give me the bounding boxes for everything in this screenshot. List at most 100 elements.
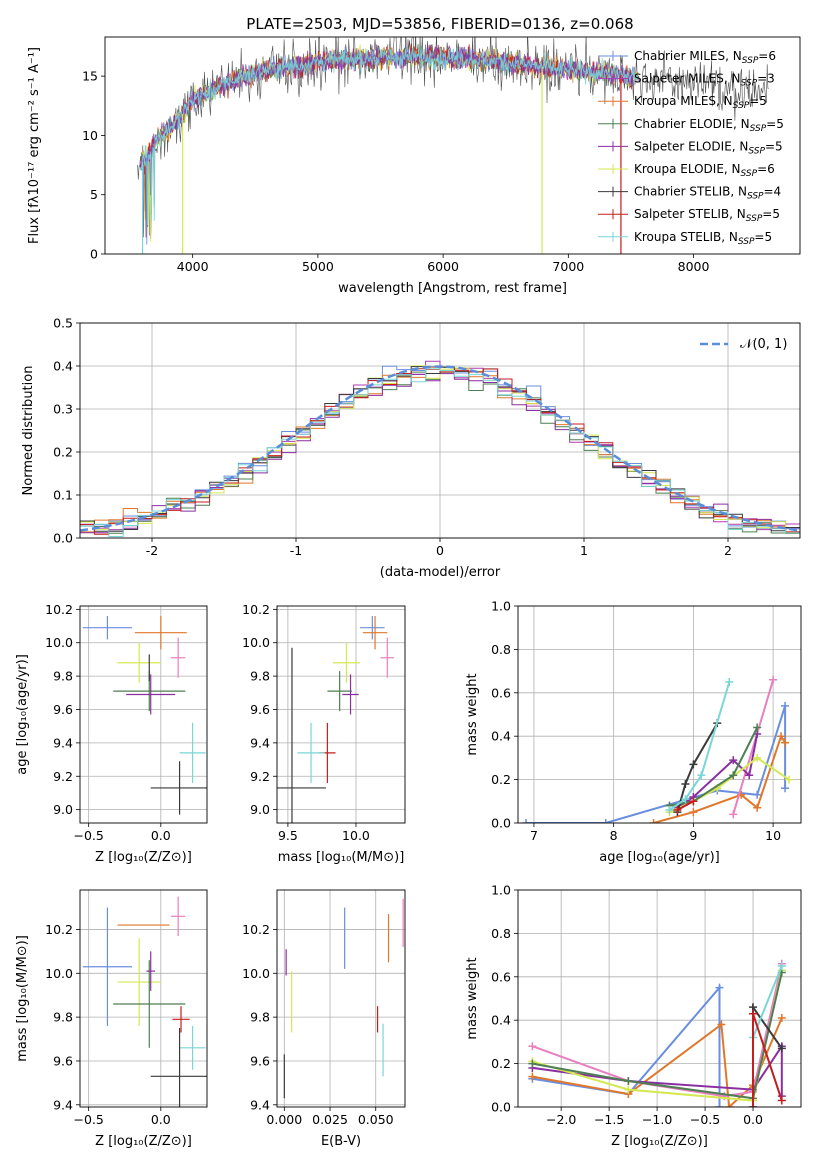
x-tick-label: 0.000 xyxy=(266,1112,302,1127)
axes-frame xyxy=(517,889,802,1108)
plot-area xyxy=(80,360,800,537)
axes-frame xyxy=(104,36,801,255)
weight-marker xyxy=(697,771,706,780)
weight-marker xyxy=(785,775,794,784)
x-tick-label: −1.0 xyxy=(642,1112,672,1127)
legend-value: =3 xyxy=(757,72,775,86)
legend-value: =5 xyxy=(754,230,772,244)
x-tick-label: 0.0 xyxy=(151,1112,171,1127)
y-axis-label: mass [log₁₀(M/M⊙)] xyxy=(15,935,30,1062)
data-point xyxy=(126,674,176,715)
x-tick-label: 6000 xyxy=(427,259,459,274)
weight-line xyxy=(676,800,694,811)
axes-frame xyxy=(79,889,208,1108)
x-axis-label: Z [log₁₀(Z/Z⊙)] xyxy=(95,1134,192,1149)
legend-sub: SSP xyxy=(741,79,758,89)
weight-series-kroupa_stelib xyxy=(665,677,734,814)
y-tick-label: 10 xyxy=(82,128,98,143)
weight-marker xyxy=(528,1072,537,1081)
y-tick-label: 0.5 xyxy=(53,316,73,331)
panel-mass_vs_ebv: 0.000 0.025 0.050 9.4 9.6 9.8 10.0 10.2 E(B-V) xyxy=(242,889,406,1149)
data-point xyxy=(117,642,161,683)
y-tick-label: 9.0 xyxy=(250,802,270,817)
plot-area xyxy=(528,959,786,1107)
y-tick-label: 9.8 xyxy=(250,1010,270,1025)
x-tick-label: 0.0 xyxy=(743,1112,763,1127)
y-tick-label: 9.4 xyxy=(250,735,270,750)
weight-marker xyxy=(781,784,790,793)
plot-area xyxy=(283,898,404,1099)
axes-frame xyxy=(276,889,406,1108)
y-tick-label: 10.2 xyxy=(45,922,73,937)
legend-sub: SSP xyxy=(748,146,765,156)
y-tick-label: 0.6 xyxy=(491,969,511,984)
weight-marker xyxy=(601,819,610,823)
x-tick-label: 0 xyxy=(436,543,444,558)
data-point xyxy=(134,616,187,650)
x-tick-label: 10 xyxy=(765,828,781,843)
weight-marker xyxy=(777,1096,786,1105)
panel-spectrum: 4000 5000 6000 7000 8000 0 5 10 15 wavelength [An… xyxy=(27,36,801,296)
x-axis-label: (data-model)/error xyxy=(380,565,501,580)
y-tick-label: 0.8 xyxy=(491,642,511,657)
y-tick-label: 9.6 xyxy=(53,1053,73,1068)
legend-value: =5 xyxy=(765,139,783,153)
y-tick-label: 0.3 xyxy=(53,402,73,417)
y-tick-label: 9.8 xyxy=(53,669,73,684)
legend-label: Chabrier ELODIE, N xyxy=(634,117,750,131)
x-axis-label: E(B-V) xyxy=(321,1134,361,1149)
y-tick-label: 0.6 xyxy=(491,685,511,700)
data-point xyxy=(380,637,395,678)
weight-series-salpeter_stelib xyxy=(673,797,698,814)
legend-entry: Salpeter STELIB, NSSP=5 xyxy=(634,207,780,224)
legend-value: =5 xyxy=(766,117,784,131)
legend-sub: SSP xyxy=(742,56,759,66)
x-tick-label: 4000 xyxy=(177,259,209,274)
legend-label: Salpeter MILES, N xyxy=(634,72,741,86)
weight-marker xyxy=(665,805,674,814)
legend-label: Kroupa STELIB, N xyxy=(634,230,738,244)
y-tick-label: 10.2 xyxy=(242,602,270,617)
legend-label: Salpeter ELODIE, N xyxy=(634,139,748,153)
weight-series-chabrier_elodie xyxy=(528,968,786,1103)
y-tick-label: 9.4 xyxy=(250,1097,270,1112)
weight-marker xyxy=(624,1085,633,1094)
weight-marker xyxy=(729,810,738,819)
y-tick-label: 9.0 xyxy=(53,802,73,817)
y-tick-label: 9.6 xyxy=(250,702,270,717)
legend-entry: Chabrier STELIB, NSSP=4 xyxy=(634,185,781,202)
axes-frame xyxy=(79,322,801,539)
data-point xyxy=(150,761,207,815)
data-point xyxy=(179,1025,206,1070)
x-tick-label: 10.0 xyxy=(342,828,370,843)
plot-area xyxy=(277,616,395,823)
weight-marker xyxy=(681,779,690,788)
y-axis-label: Normed distribution xyxy=(21,366,36,496)
legend-entry: 𝒩(0, 1) xyxy=(740,337,787,352)
legend-value: =4 xyxy=(764,185,782,199)
weight-marker xyxy=(745,771,754,780)
x-tick-label: 1 xyxy=(580,543,588,558)
histogram-kroupa_stelib xyxy=(80,368,800,537)
weight-marker xyxy=(689,808,698,817)
y-tick-label: 9.8 xyxy=(250,669,270,684)
weight-marker xyxy=(528,1042,537,1051)
weight-marker xyxy=(729,756,738,765)
y-tick-label: 0.1 xyxy=(53,488,73,503)
weight-marker xyxy=(673,805,682,814)
data-point xyxy=(277,647,327,823)
x-tick-label: 8 xyxy=(610,828,618,843)
spectrum-line-kroupa_stelib xyxy=(139,45,639,225)
x-axis-label: Z [log₁₀(Z/Z⊙)] xyxy=(611,1134,708,1149)
panel-weight_vs_z: −2.0 −1.5 −1.0 −0.5 0.0 0.0 0.2 0.4 0.6 0.8 1.0 Z [… xyxy=(465,883,802,1149)
y-axis-label: mass weight xyxy=(465,673,480,755)
panel-mass_vs_z: −0.5 0.0 9.4 9.6 9.8 10.0 10.2 Z [log₁₀(Z/Z⊙)] m… xyxy=(15,889,208,1149)
weight-line xyxy=(668,681,731,811)
data-point xyxy=(113,960,186,1048)
data-point xyxy=(82,907,132,1026)
legend-value: =6 xyxy=(758,49,776,63)
data-point xyxy=(146,951,156,991)
weight-marker xyxy=(689,797,698,806)
